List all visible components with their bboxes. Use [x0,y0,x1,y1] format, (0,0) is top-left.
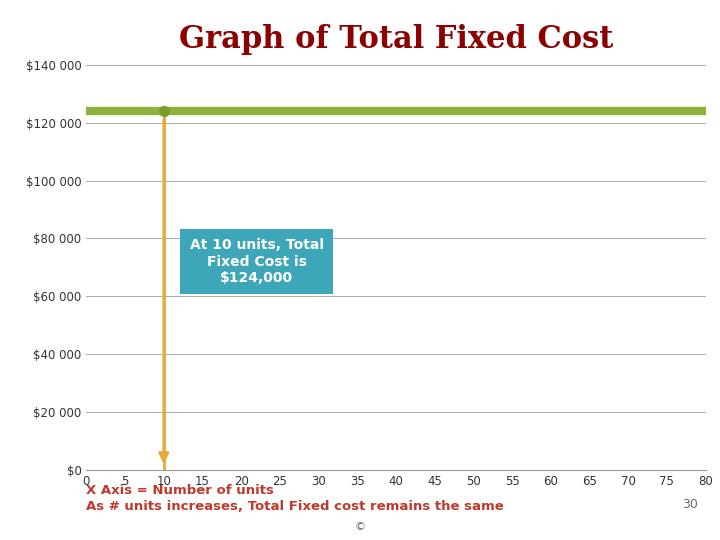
Text: As # units increases, Total Fixed cost remains the same: As # units increases, Total Fixed cost r… [86,500,504,514]
Text: X Axis = Number of units: X Axis = Number of units [86,484,274,497]
Text: 30: 30 [683,497,698,511]
Text: At 10 units, Total
Fixed Cost is
$124,000: At 10 units, Total Fixed Cost is $124,00… [189,238,324,285]
Text: ©: © [354,522,366,532]
Title: Graph of Total Fixed Cost: Graph of Total Fixed Cost [179,24,613,55]
